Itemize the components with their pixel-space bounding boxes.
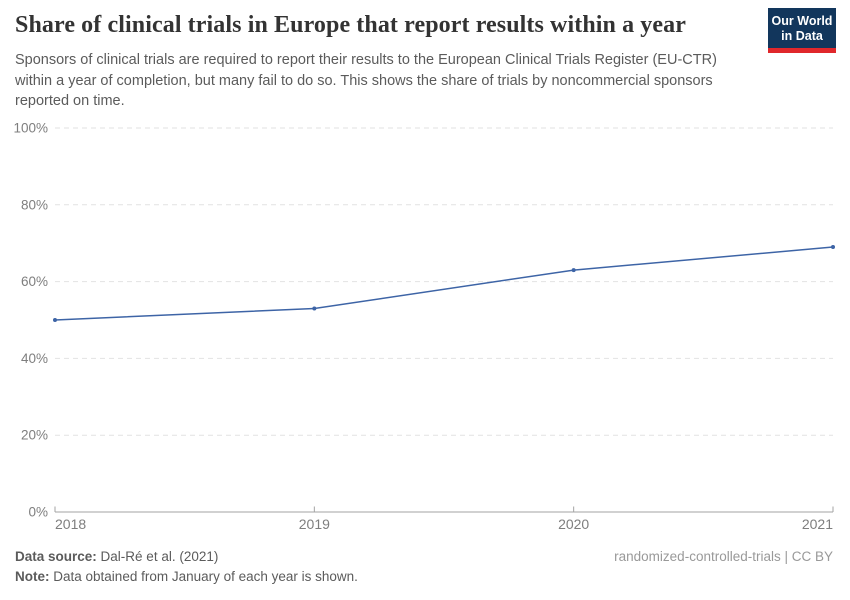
attribution-text: randomized-controlled-trials | CC BY: [614, 549, 833, 564]
data-line: [54, 246, 834, 321]
y-tick-label: 60%: [21, 274, 48, 289]
x-tick-label: 2020: [558, 516, 589, 532]
y-tick-label: 40%: [21, 351, 48, 366]
note-line: Note: Data obtained from January of each…: [15, 567, 358, 587]
note-label: Note:: [15, 569, 50, 584]
data-point: [53, 318, 57, 322]
data-point: [571, 268, 576, 273]
owid-logo-line1: Our World: [771, 14, 833, 28]
data-source-label: Data source:: [15, 549, 97, 564]
line-chart[interactable]: 0% 20% 40% 60% 80% 100% 2018 2019 2020 2021: [0, 115, 850, 540]
owid-logo[interactable]: Our World in Data: [768, 8, 836, 53]
x-tick-label: 2021: [802, 516, 833, 532]
note-value: Data obtained from January of each year …: [53, 569, 358, 584]
page-title: Share of clinical trials in Europe that …: [15, 12, 687, 38]
chart-footer: Data source: Dal-Ré et al. (2021) Note: …: [15, 547, 358, 587]
x-tick-label: 2019: [299, 516, 330, 532]
y-tick-label: 100%: [13, 121, 48, 136]
data-point: [312, 306, 317, 311]
y-tick-label: 0%: [28, 505, 48, 520]
data-source-value: Dal-Ré et al. (2021): [100, 549, 219, 564]
chart-subtitle: Sponsors of clinical trials are required…: [15, 52, 717, 109]
y-tick-label: 20%: [21, 428, 48, 443]
owid-logo-line2: in Data: [781, 29, 823, 43]
x-tick-label: 2018: [55, 516, 86, 532]
y-tick-label: 80%: [21, 197, 48, 212]
data-source-line: Data source: Dal-Ré et al. (2021): [15, 547, 358, 567]
data-point: [831, 245, 835, 250]
